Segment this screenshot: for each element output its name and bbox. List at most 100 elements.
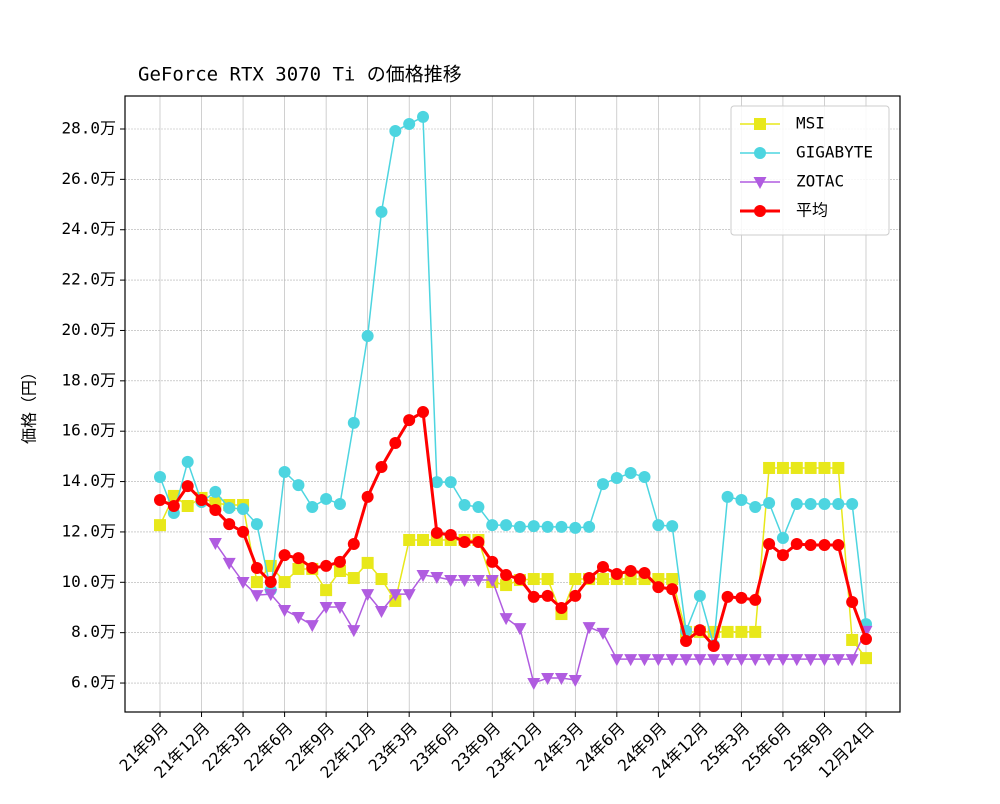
marker: [375, 460, 388, 473]
marker: [195, 493, 208, 506]
marker: [513, 573, 526, 586]
marker: [754, 205, 766, 217]
marker: [458, 498, 471, 511]
marker: [417, 110, 430, 123]
marker: [403, 533, 416, 546]
marker: [776, 654, 790, 667]
marker: [154, 471, 166, 484]
marker: [734, 654, 748, 667]
marker: [292, 479, 305, 492]
marker: [735, 591, 748, 604]
marker: [790, 461, 803, 474]
marker: [624, 564, 637, 577]
marker: [569, 521, 582, 534]
marker: [624, 654, 638, 667]
marker: [762, 654, 776, 667]
marker: [209, 504, 222, 517]
marker: [790, 654, 804, 667]
marker: [361, 589, 375, 602]
marker: [416, 569, 430, 582]
marker: [236, 577, 250, 590]
marker: [389, 125, 402, 138]
marker: [292, 562, 305, 575]
marker: [569, 573, 582, 586]
marker: [666, 520, 679, 533]
marker: [831, 654, 845, 667]
marker: [652, 519, 665, 532]
marker: [222, 557, 236, 570]
marker: [403, 117, 416, 130]
marker: [804, 497, 817, 510]
marker: [444, 476, 457, 489]
marker: [735, 493, 748, 506]
y-tick-label: 12.0万: [61, 521, 116, 540]
marker: [748, 654, 762, 667]
marker: [333, 497, 346, 510]
marker: [417, 406, 430, 419]
marker: [596, 478, 609, 491]
marker: [388, 589, 402, 602]
marker: [319, 601, 333, 614]
marker: [693, 624, 706, 637]
series-line: [159, 409, 868, 650]
marker: [333, 564, 346, 577]
marker: [804, 654, 818, 667]
marker: [721, 490, 734, 503]
marker: [610, 654, 624, 667]
marker: [250, 590, 264, 603]
marker: [430, 572, 444, 585]
marker: [596, 627, 610, 640]
marker: [513, 623, 527, 636]
marker: [361, 490, 374, 503]
marker: [306, 501, 319, 514]
marker: [541, 673, 555, 686]
marker: [375, 573, 388, 586]
marker: [375, 205, 388, 218]
marker: [818, 539, 831, 552]
marker: [860, 632, 872, 645]
marker: [486, 519, 499, 532]
marker: [541, 589, 554, 602]
marker: [417, 533, 430, 546]
y-tick-label: 8.0万: [71, 622, 116, 641]
marker: [707, 654, 721, 667]
marker: [347, 625, 361, 638]
marker: [721, 590, 734, 603]
marker: [306, 561, 319, 574]
marker: [333, 555, 346, 568]
marker: [569, 589, 582, 602]
marker: [154, 493, 166, 506]
marker: [638, 654, 652, 667]
marker: [790, 497, 803, 510]
marker: [486, 555, 499, 568]
marker: [181, 499, 194, 512]
marker: [320, 559, 333, 572]
marker: [320, 492, 333, 505]
marker: [817, 654, 831, 667]
marker: [665, 654, 679, 667]
marker: [804, 539, 817, 552]
marker: [753, 177, 767, 189]
marker: [527, 573, 540, 586]
marker: [846, 497, 859, 510]
marker: [596, 560, 609, 573]
y-tick-label: 10.0万: [61, 572, 116, 591]
marker: [776, 549, 789, 562]
series-line: [159, 115, 867, 646]
marker: [749, 501, 762, 514]
marker: [472, 536, 485, 549]
series: [208, 538, 873, 691]
marker: [485, 575, 499, 588]
y-tick-label: 16.0万: [61, 421, 116, 440]
marker: [666, 573, 679, 586]
marker: [208, 538, 222, 551]
marker: [320, 584, 333, 597]
marker: [237, 525, 250, 538]
marker: [555, 601, 568, 614]
y-tick-label: 24.0万: [61, 219, 116, 238]
marker: [154, 519, 166, 532]
marker: [347, 572, 360, 585]
marker: [167, 489, 180, 502]
y-tick-label: 6.0万: [71, 673, 116, 692]
marker: [763, 538, 776, 551]
